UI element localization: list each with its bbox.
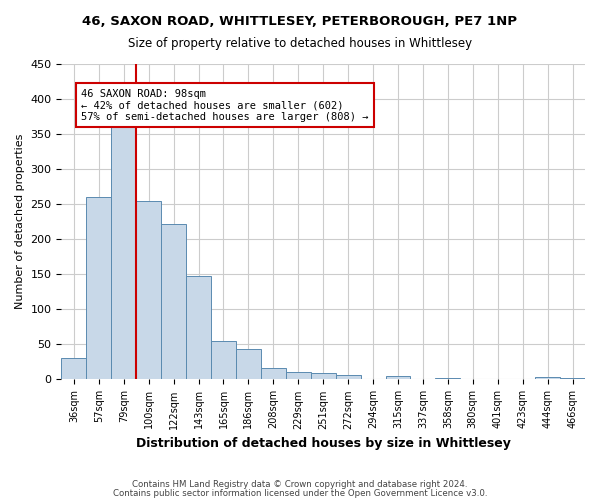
- Bar: [136, 200, 161, 380]
- Bar: [335, 374, 361, 380]
- Text: Size of property relative to detached houses in Whittlesey: Size of property relative to detached ho…: [128, 38, 472, 51]
- Text: 46 SAXON ROAD: 98sqm
← 42% of detached houses are smaller (602)
57% of semi-deta: 46 SAXON ROAD: 98sqm ← 42% of detached h…: [82, 88, 369, 122]
- Bar: [86, 197, 111, 380]
- Bar: [386, 376, 410, 380]
- Bar: [261, 368, 286, 380]
- Bar: [535, 378, 560, 380]
- Bar: [286, 372, 311, 380]
- Y-axis label: Number of detached properties: Number of detached properties: [15, 134, 25, 310]
- Text: Contains public sector information licensed under the Open Government Licence v3: Contains public sector information licen…: [113, 489, 487, 498]
- Bar: [311, 373, 335, 380]
- Bar: [61, 358, 86, 380]
- Bar: [236, 348, 261, 380]
- Bar: [186, 276, 211, 380]
- Bar: [436, 378, 460, 380]
- Bar: [161, 224, 186, 380]
- Bar: [111, 125, 136, 380]
- Text: 46, SAXON ROAD, WHITTLESEY, PETERBOROUGH, PE7 1NP: 46, SAXON ROAD, WHITTLESEY, PETERBOROUGH…: [83, 15, 517, 28]
- Text: Contains HM Land Registry data © Crown copyright and database right 2024.: Contains HM Land Registry data © Crown c…: [132, 480, 468, 489]
- Bar: [560, 378, 585, 380]
- X-axis label: Distribution of detached houses by size in Whittlesey: Distribution of detached houses by size …: [136, 437, 511, 450]
- Bar: [211, 341, 236, 380]
